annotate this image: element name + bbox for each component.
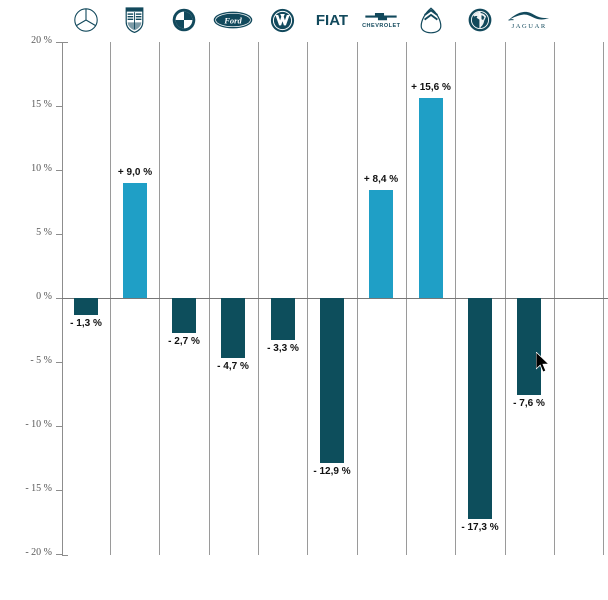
brand-logo-strip: Ford FIAT CHEVROLET JAGUAR [62,0,608,40]
bar-value-label: - 7,6 % [513,398,545,409]
citroen-logo [406,4,455,36]
y-axis-tick-label: 5 % [36,227,52,238]
bar-value-label: - 3,3 % [267,343,299,354]
bar-jaguar[interactable] [517,298,541,395]
y-axis-tick [56,362,63,363]
bar-ford[interactable] [221,298,245,358]
jaguar-logo: JAGUAR [505,4,554,36]
y-axis-tick-label: - 15 % [25,483,52,494]
bar-chevrolet[interactable] [369,190,393,298]
y-axis-tick [56,298,63,299]
bar-value-label: - 17,3 % [461,522,499,533]
chevrolet-wordmark: CHEVROLET [362,22,401,29]
y-axis-tick-label: - 20 % [25,547,52,558]
ford-logo: Ford [209,4,258,36]
bar-value-label: - 1,3 % [70,318,102,329]
y-axis-bottom-cap [62,555,68,556]
bar-value-label: + 9,0 % [117,167,153,178]
y-axis-tick [56,234,63,235]
y-axis-top-cap [62,42,68,43]
bar-value-label: + 8,4 % [363,174,399,185]
bar-value-label: - 12,9 % [313,466,351,477]
y-axis-tick [56,554,63,555]
bar-volkswagen[interactable] [271,298,295,340]
y-axis-tick [56,490,63,491]
y-axis-tick-label: 0 % [36,291,52,302]
y-axis-tick-label: 20 % [31,35,52,46]
bar-value-label: - 2,7 % [168,336,200,347]
y-axis-tick-label: - 10 % [25,419,52,430]
porsche-logo [110,4,159,36]
y-axis-tick [56,106,63,107]
plot-area: - 1,3 % + 9,0 % - 2,7 % - 4,7 % - 3,3 % - 12,… [62,42,608,555]
jaguar-wordmark: JAGUAR [511,22,547,30]
bar-fiat[interactable] [320,298,344,463]
y-axis-tick [56,42,63,43]
y-axis-tick-label: - 5 % [30,355,52,366]
alfa-romeo-logo [455,4,504,36]
bar-value-label: + 15,6 % [411,82,451,93]
bmw-logo [159,4,208,36]
mercedes-benz-logo [61,4,110,36]
y-axis-tick-label: 15 % [31,99,52,110]
bar-citroen[interactable] [419,98,443,298]
chevrolet-logo: CHEVROLET [357,4,406,36]
bar-bmw[interactable] [172,298,196,333]
svg-text:Ford: Ford [224,15,243,25]
y-axis-tick [56,170,63,171]
fiat-wordmark: FIAT [315,11,349,29]
volkswagen-logo [258,4,307,36]
y-axis-tick-label: 10 % [31,163,52,174]
bar-porsche[interactable] [123,183,147,298]
fiat-logo: FIAT [307,4,356,36]
bar-value-label: - 4,7 % [217,361,249,372]
bar-alfa-romeo[interactable] [468,298,492,519]
bar-mercedes-benz[interactable] [74,298,98,315]
y-axis-tick [56,426,63,427]
